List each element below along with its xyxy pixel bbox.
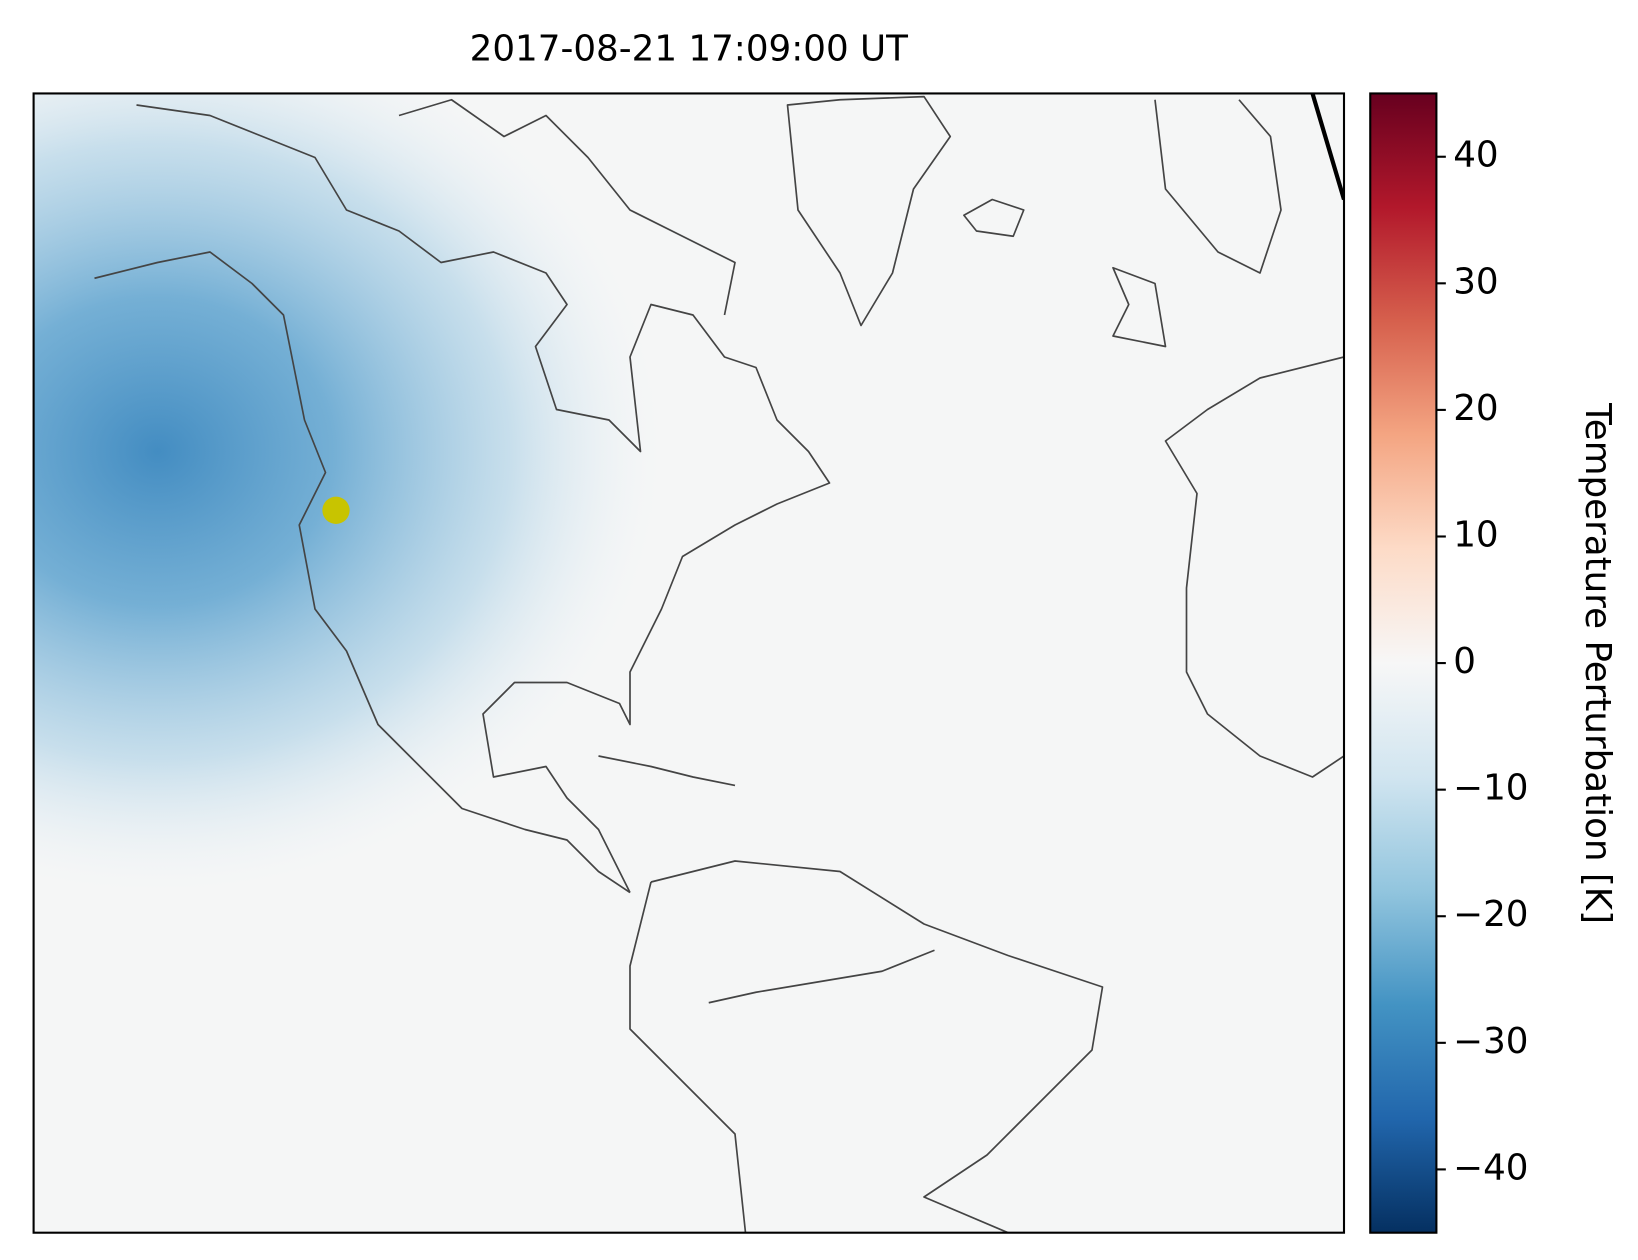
colorbar-tick-label: −40 [1453, 1147, 1528, 1188]
colorbar-tick-label: 0 [1453, 641, 1476, 682]
coastline [398, 98, 736, 316]
coastline [598, 755, 736, 787]
colorbar-tick-label: 10 [1453, 514, 1498, 555]
colorbar [1369, 92, 1438, 1234]
colorbar-tick-label: −10 [1453, 768, 1528, 809]
location-marker [322, 496, 350, 524]
coastline [1112, 266, 1167, 348]
colorbar-label: Temperature Perturbation [K] [1577, 402, 1618, 924]
coastline [136, 104, 831, 893]
colorbar-tick-label: −30 [1453, 1021, 1528, 1062]
map-frame [32, 92, 1346, 1234]
colorbar-tick-label: 40 [1453, 135, 1498, 176]
coastline [786, 95, 952, 327]
coastline [650, 860, 1104, 1233]
limb-line [1310, 93, 1344, 201]
coastline [1164, 356, 1344, 778]
coastline [94, 251, 631, 894]
map-area [33, 93, 1344, 1233]
coastline [708, 949, 935, 1004]
coastlines [94, 95, 1344, 1233]
colorbar-tick-label: 20 [1453, 388, 1498, 429]
coastline [963, 198, 1025, 238]
map-title: 2017-08-21 17:09:00 UT [470, 28, 908, 69]
colorbar-tick-label: −20 [1453, 894, 1528, 935]
colorbar-tick-label: 30 [1453, 261, 1498, 302]
coastline [1154, 99, 1282, 274]
coastline [629, 881, 747, 1233]
